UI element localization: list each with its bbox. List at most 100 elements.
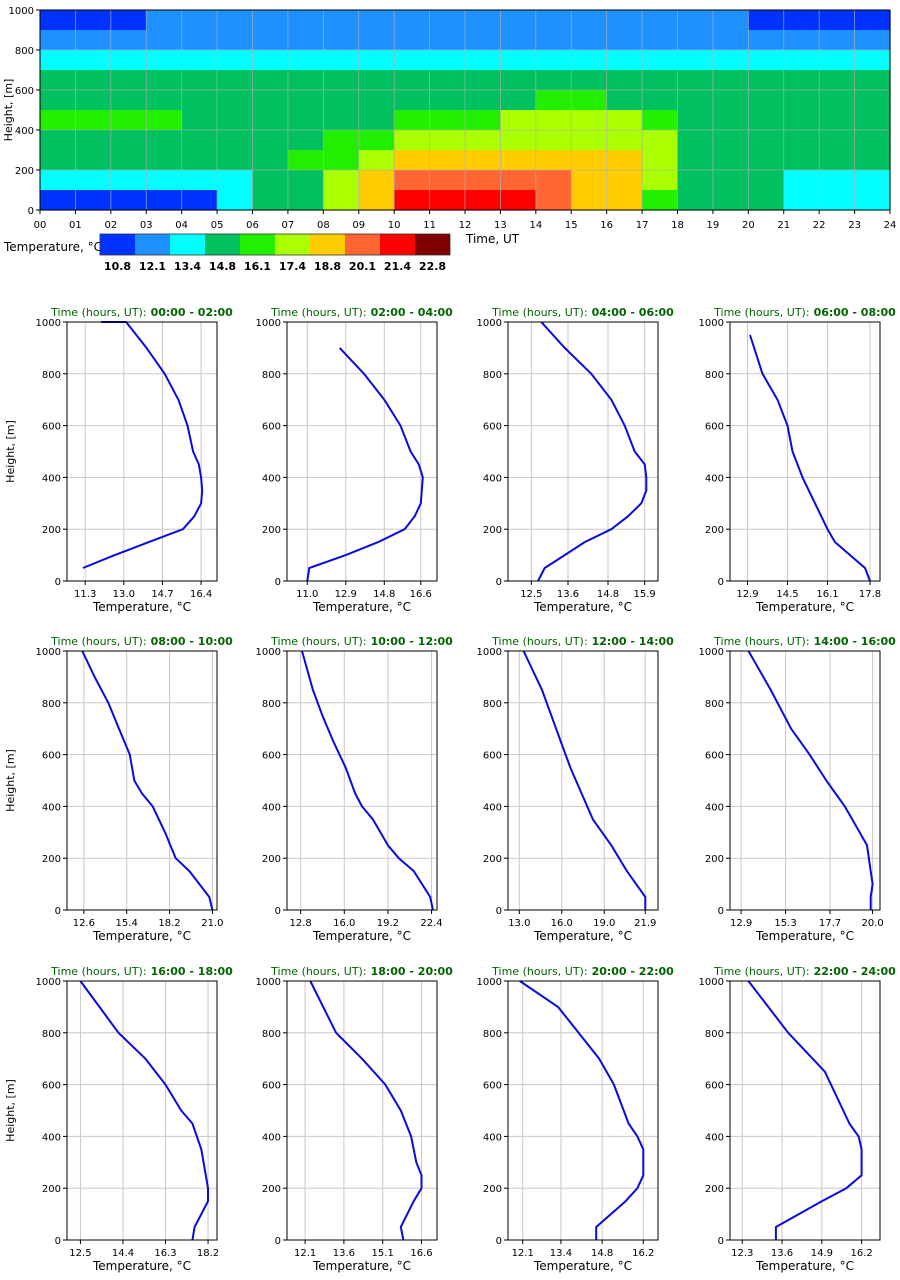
profile-title: Time (hours, UT): 22:00 - 24:00: [713, 965, 896, 978]
heatmap-cell: [323, 190, 360, 211]
profile-y-tick-label: 400: [705, 802, 724, 813]
profile-x-tick-label: 13.6: [333, 1248, 355, 1259]
profile-x-tick-label: 16.0: [551, 918, 573, 929]
profile-x-tick-label: 12.9: [730, 918, 752, 929]
profile-plot-area: [67, 651, 217, 910]
profile-title: Time (hours, UT): 18:00 - 20:00: [270, 965, 453, 978]
colorbar-tick-label: 17.4: [279, 260, 306, 273]
colorbar-tick-label: 14.8: [209, 260, 236, 273]
heatmap-cell: [287, 150, 324, 171]
heatmap-cell: [500, 190, 537, 211]
heatmap-cell: [217, 90, 254, 111]
profile-x-tick-label: 15.3: [774, 918, 796, 929]
profile-title-prefix: Time (hours, UT):: [50, 965, 146, 978]
profile-y-tick-label: 400: [483, 802, 502, 813]
heatmap-cell: [181, 150, 218, 171]
profile-frame: [286, 321, 438, 582]
heatmap-cell: [677, 30, 714, 51]
heatmap-x-tick-label: 14: [529, 220, 542, 231]
profile-x-tick-label: 14.8: [591, 1248, 613, 1259]
profile-x-tick-label: 12.1: [512, 1248, 534, 1259]
heatmap-x-tick-label: 13: [494, 220, 507, 231]
colorbar-swatch: [240, 234, 275, 255]
heatmap-cell: [146, 170, 183, 191]
heatmap-cell: [677, 130, 714, 151]
profile-x-tick-label: 12.5: [520, 589, 542, 600]
heatmap-cell: [606, 170, 643, 191]
temperature-profile-line: [522, 650, 647, 910]
profile-title: Time (hours, UT): 10:00 - 12:00: [270, 635, 453, 648]
profile-title-prefix: Time (hours, UT):: [713, 306, 809, 319]
profile-x-tick-label: 16.2: [632, 1248, 654, 1259]
heatmap-cell: [181, 10, 218, 31]
heatmap-cell: [75, 170, 112, 191]
profile-x-axis-label: Temperature, °C: [755, 1259, 854, 1273]
heatmap-cell: [146, 150, 183, 171]
profile-y-tick-label: 0: [496, 906, 502, 917]
profile-y-tick-label: 600: [705, 1081, 724, 1092]
heatmap-cell: [287, 110, 324, 131]
heatmap-cell: [217, 130, 254, 151]
heatmap-cell: [252, 70, 289, 91]
heatmap-cell: [500, 50, 537, 71]
heatmap-cell: [677, 50, 714, 71]
profile-title-range: 02:00 - 04:00: [371, 306, 454, 319]
profile-y-tick-label: 800: [42, 370, 61, 381]
heatmap-cell: [783, 170, 820, 191]
heatmap-cell: [358, 90, 395, 111]
colorbar-swatch: [135, 234, 170, 255]
profile-x-tick-label: 13.4: [550, 1248, 572, 1259]
profile-frame: [729, 321, 881, 582]
heatmap-cell: [500, 10, 537, 31]
profile-y-tick-label: 1000: [36, 318, 61, 329]
profile-x-axis-label: Temperature, °C: [92, 600, 191, 614]
temperature-profile-line: [79, 980, 209, 1241]
heatmap-cell: [712, 170, 749, 191]
heatmap-cell: [465, 50, 502, 71]
profile-title: Time (hours, UT): 14:00 - 16:00: [713, 635, 896, 648]
heatmap-y-tick-label: 600: [15, 86, 34, 97]
heatmap-cell: [40, 10, 77, 31]
profile-x-tick-label: 15.4: [116, 918, 138, 929]
heatmap-cell: [712, 150, 749, 171]
profile-panel: 12.9 14.5 16.1 17.8 0 200 400 600 800 1000 Tempera…: [699, 306, 897, 614]
heatmap-cell: [75, 150, 112, 171]
profile-x-tick-label: 14.5: [776, 589, 798, 600]
heatmap-cell: [181, 50, 218, 71]
heatmap-cell: [287, 70, 324, 91]
heatmap-cell: [642, 10, 679, 31]
profile-panel: 12.6 15.4 18.2 21.0 0 200 400 600 800 1000 Tempera…: [4, 635, 233, 943]
heatmap-cell: [535, 190, 572, 211]
heatmap-cell: [819, 190, 856, 211]
heatmap-cell: [110, 90, 147, 111]
heatmap-cell: [358, 190, 395, 211]
heatmap-cell: [642, 90, 679, 111]
profile-y-tick-label: 800: [483, 1029, 502, 1040]
profile-x-tick-label: 14.7: [151, 589, 173, 600]
profile-y-tick-label: 1000: [477, 318, 502, 329]
profile-title-prefix: Time (hours, UT):: [50, 635, 146, 648]
heatmap-x-tick-label: 08: [317, 220, 330, 231]
profile-y-tick-label: 600: [705, 751, 724, 762]
profile-y-tick-label: 400: [262, 473, 281, 484]
heatmap-cell: [323, 150, 360, 171]
heatmap-cell: [429, 90, 466, 111]
heatmap-cell: [465, 30, 502, 51]
heatmap-cell: [571, 30, 608, 51]
heatmap-cell: [429, 50, 466, 71]
heatmap-cell: [712, 110, 749, 131]
heatmap-x-tick-label: 16: [600, 220, 613, 231]
colorbar-tick-label: 22.8: [419, 260, 446, 273]
heatmap-cell: [748, 190, 785, 211]
profile-x-axis-label: Temperature, °C: [92, 929, 191, 943]
profile-title: Time (hours, UT): 08:00 - 10:00: [50, 635, 233, 648]
profile-y-tick-label: 800: [42, 1029, 61, 1040]
heatmap-cell: [465, 190, 502, 211]
profile-x-tick-label: 14.4: [112, 1248, 134, 1259]
heatmap-x-tick-label: 17: [636, 220, 649, 231]
heatmap-cell: [465, 10, 502, 31]
profile-x-tick-label: 18.2: [197, 1248, 219, 1259]
profile-y-tick-label: 200: [705, 1184, 724, 1195]
profile-y-tick-label: 200: [262, 1184, 281, 1195]
profile-x-tick-label: 20.0: [861, 918, 883, 929]
